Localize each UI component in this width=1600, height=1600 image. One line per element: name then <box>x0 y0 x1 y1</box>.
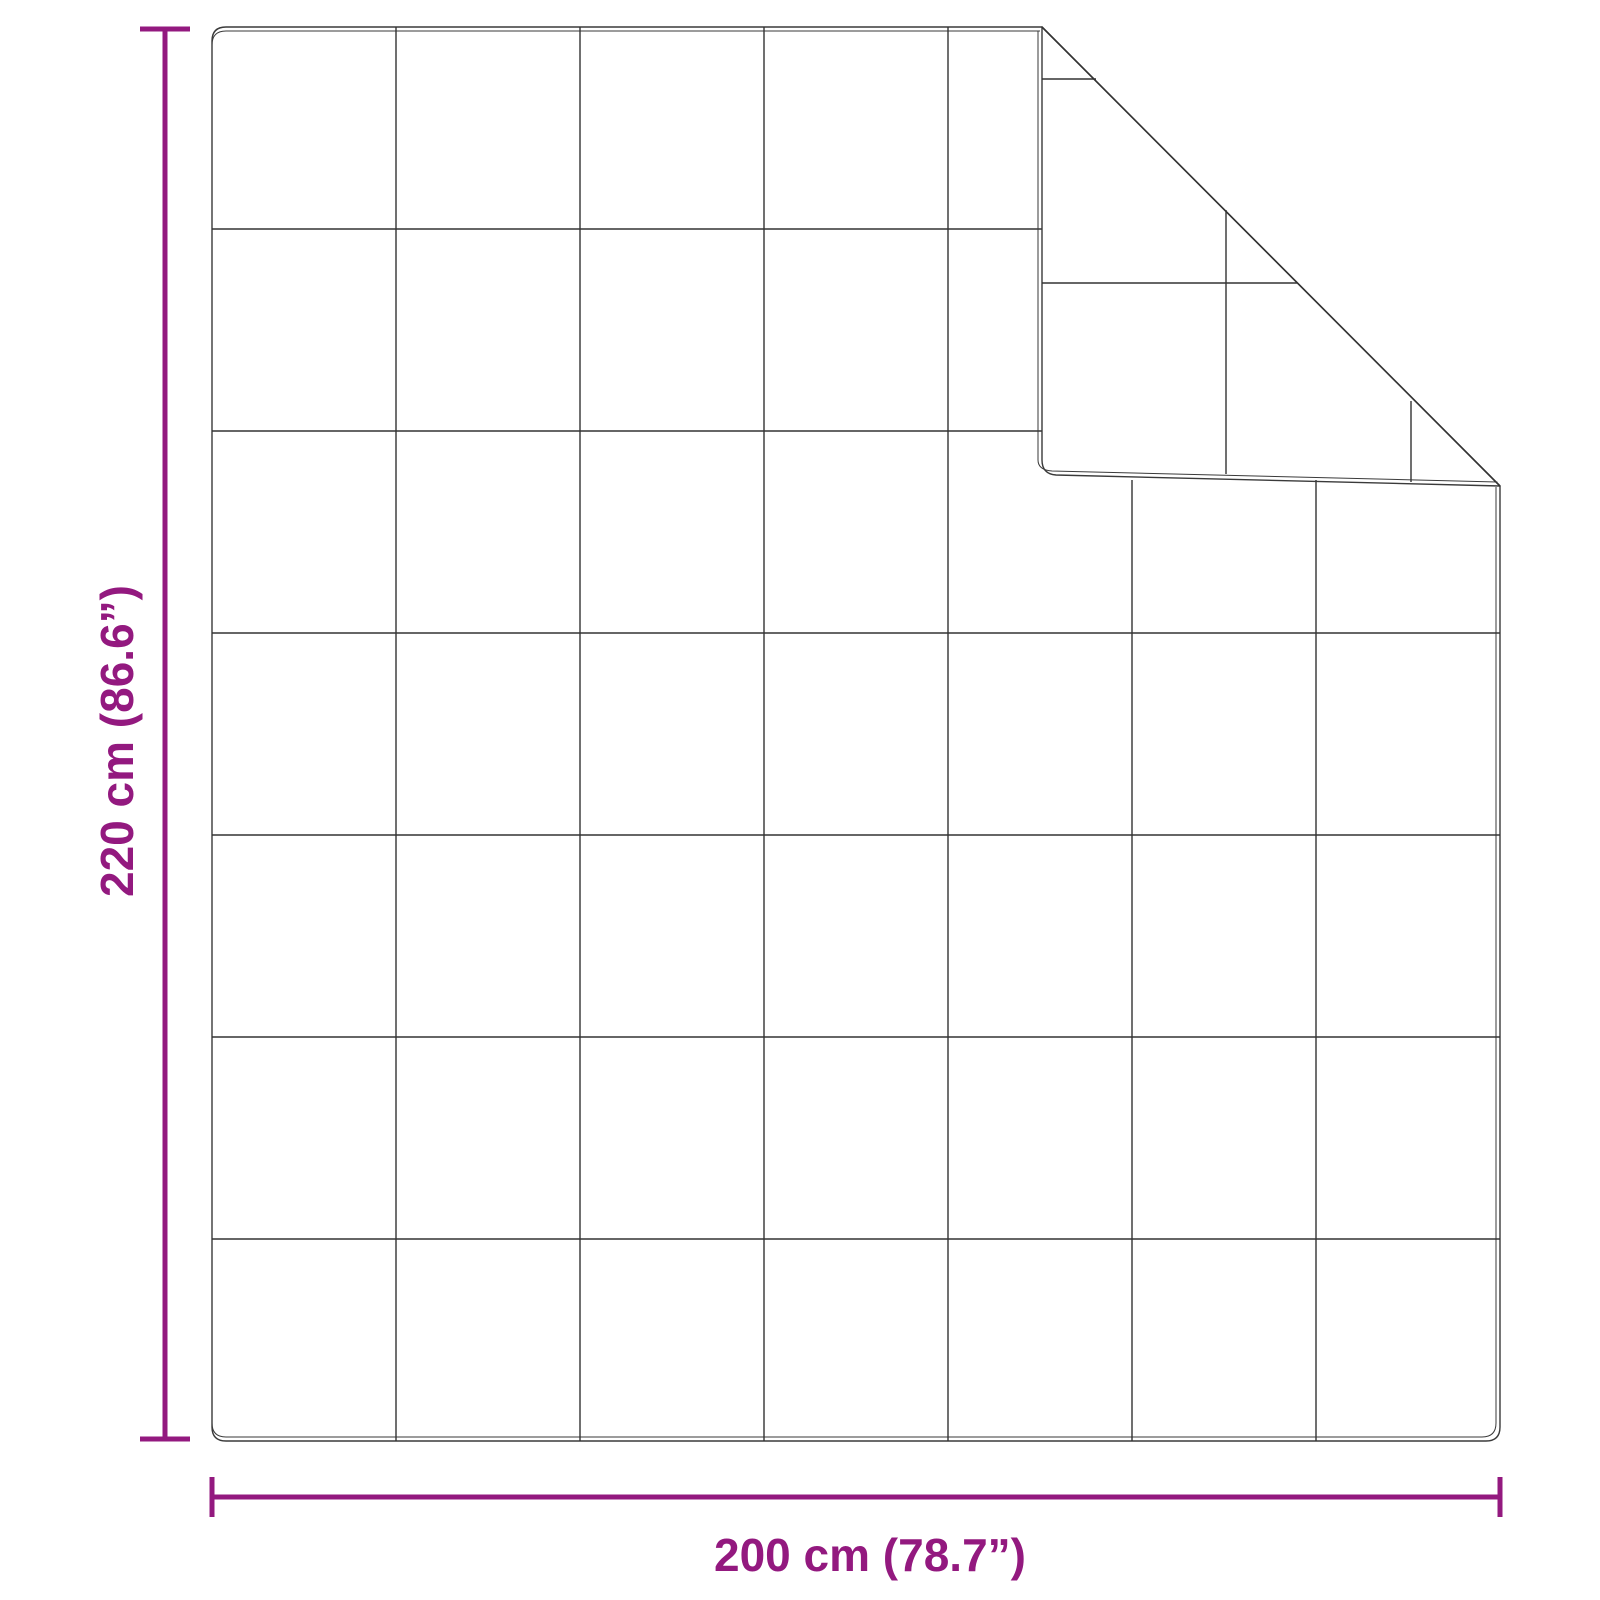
svg-text:200 cm (78.7”): 200 cm (78.7”) <box>714 1529 1026 1581</box>
svg-text:220 cm (86.6”): 220 cm (86.6”) <box>91 585 143 897</box>
